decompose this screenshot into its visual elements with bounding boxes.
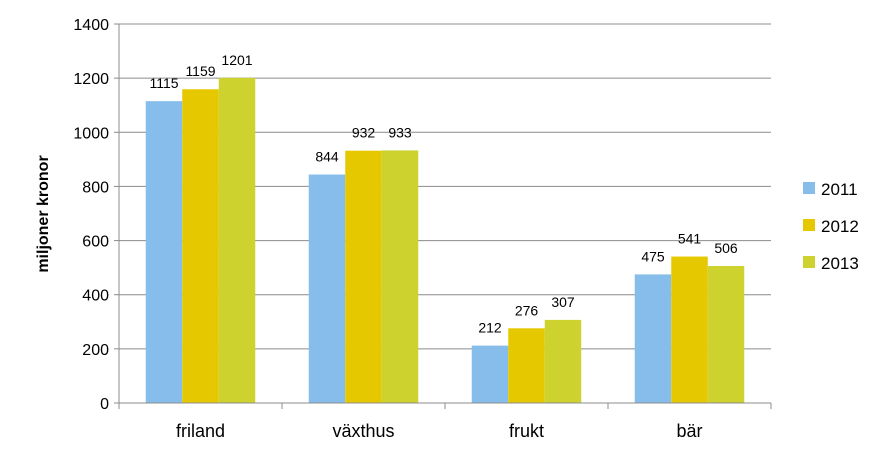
data-labels: 1115 1159 1201 844 932 933 212 276 307 475 541 506	[149, 52, 737, 336]
bar	[145, 101, 183, 404]
legend-label: 2012	[821, 217, 859, 236]
data-label: 475	[641, 248, 665, 264]
bar	[508, 328, 545, 403]
x-category-label: friland	[176, 421, 225, 441]
y-tick-label: 600	[82, 234, 109, 251]
data-label: 1115	[149, 75, 178, 91]
bar	[218, 77, 256, 404]
data-label: 541	[678, 231, 702, 247]
bar	[308, 174, 346, 403]
data-label: 276	[515, 302, 539, 318]
data-label: 307	[551, 294, 575, 310]
x-category-label: bär	[676, 421, 702, 441]
bar	[345, 150, 382, 403]
axes: 0 200 400 600 800 1000 1200 1400 friland växthus f…	[73, 17, 772, 441]
bar	[671, 256, 708, 403]
legend-swatch	[803, 256, 815, 268]
bars	[145, 77, 745, 404]
y-tick-label: 0	[100, 396, 109, 413]
bar	[634, 274, 672, 403]
data-label: 1159	[185, 63, 215, 79]
data-label: 932	[352, 125, 376, 141]
y-tick-label: 400	[82, 288, 109, 305]
bar	[381, 150, 419, 403]
y-tick-label: 1000	[73, 125, 109, 142]
y-tick-label: 800	[82, 179, 109, 196]
y-tick-label: 200	[82, 342, 109, 359]
data-label: 933	[388, 124, 412, 140]
data-label: 1201	[221, 52, 252, 68]
data-label: 506	[714, 240, 738, 256]
bar	[707, 266, 745, 403]
bar	[182, 89, 219, 404]
legend-swatch	[803, 182, 815, 194]
legend-label: 2013	[821, 254, 859, 273]
y-axis-title: miljoner kronor	[35, 155, 52, 272]
bar	[471, 345, 509, 403]
y-tick-label: 1200	[73, 71, 109, 88]
legend-label: 2011	[821, 180, 858, 199]
x-category-label: växthus	[332, 421, 394, 441]
y-tick-label: 1400	[73, 17, 109, 34]
legend-swatch	[803, 219, 815, 231]
x-category-label: frukt	[509, 421, 544, 441]
bar	[544, 319, 582, 403]
data-label: 844	[315, 149, 339, 165]
data-label: 212	[478, 320, 502, 336]
legend: 2011 2012 2013	[803, 180, 859, 273]
